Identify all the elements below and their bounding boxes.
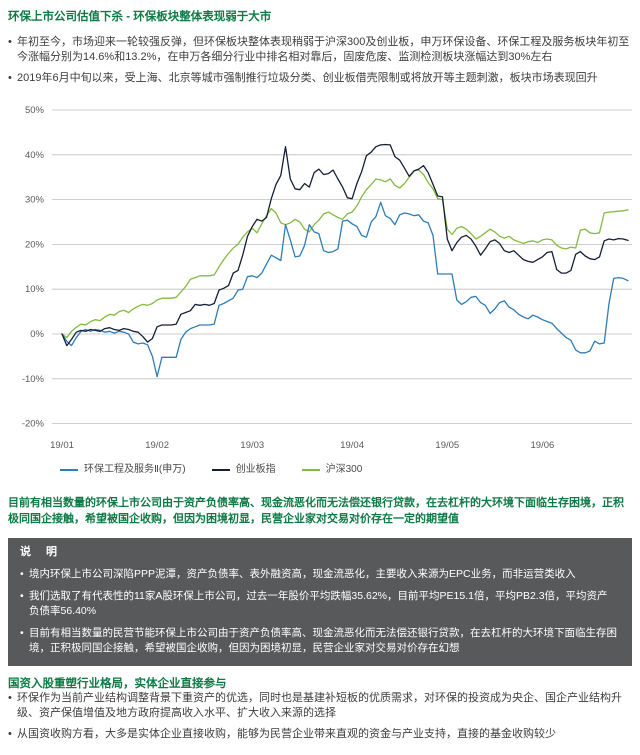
svg-text:40%: 40% xyxy=(25,150,45,161)
section2-bullet-list: • 环保作为当前产业结构调整背景下重资产的优选，同时也是基建补短板的优质需求，对环… xyxy=(8,691,632,742)
svg-text:19/01: 19/01 xyxy=(50,440,74,451)
note-box-bullet-list: • 境内环保上市公司深陷PPP泥潭，资产负债率、表外融资高，现金流恶化，主要收入来… xyxy=(20,567,618,656)
bullet-text: 境内环保上市公司深陷PPP泥潭，资产负债率、表外融资高，现金流恶化，主要收入来源… xyxy=(29,568,576,580)
note-box: 说 明 • 境内环保上市公司深陷PPP泥潭，资产负债率、表外融资高，现金流恶化，主… xyxy=(8,538,632,666)
legend-label: 沪深300 xyxy=(325,464,363,475)
svg-text:30%: 30% xyxy=(25,195,45,206)
svg-text:19/03: 19/03 xyxy=(240,440,264,451)
bullet-text: 从国资收购方看，大多是实体企业直接收购，能够为民营企业带来直观的资金与产业支持，… xyxy=(17,728,556,740)
svg-text:10%: 10% xyxy=(25,284,45,295)
bullet-marker-icon: • xyxy=(8,36,12,48)
legend-item: 创业板指 xyxy=(211,462,276,478)
legend-label: 环保工程及服务Ⅱ(申万) xyxy=(84,464,186,475)
bullet-marker-icon: • xyxy=(8,728,12,740)
bullet-item: • 2019年6月中旬以来，受上海、北京等城市强制推行垃圾分类、创业板借壳限制或将… xyxy=(8,71,632,86)
legend-item: 环保工程及服务Ⅱ(申万) xyxy=(60,462,186,478)
bullet-item: • 环保作为当前产业结构调整背景下重资产的优选，同时也是基建补短板的优质需求，对环… xyxy=(8,691,632,721)
bullet-text: 环保作为当前产业结构调整背景下重资产的优选，同时也是基建补短板的优质需求，对环保… xyxy=(17,692,622,719)
bullet-text: 我们选取了有代表性的11家A股环保上市公司，过去一年股价平均跌幅35.62%，目… xyxy=(29,590,608,617)
highlight-paragraph: 目前有相当数量的环保上市公司由于资产负债率高、现金流恶化而无法偿还银行贷款，在去… xyxy=(8,497,624,525)
bullet-item: • 年初至今，市场迎来一轮较强反弹，但环保板块整体表现稍弱于沪深300及创业板，申… xyxy=(8,35,632,65)
performance-line-chart: 50% 40% 30% 20% 10% 0% -10% -20% 19/01 19/02 19/03… xyxy=(22,105,632,451)
svg-text:-10%: -10% xyxy=(22,374,45,385)
section2-title: 国资入股重塑行业格局，实体企业直接参与 xyxy=(8,678,227,690)
chart-legend: 环保工程及服务Ⅱ(申万) 创业板指 沪深300 xyxy=(60,462,632,478)
section1-bullet-list: • 年初至今，市场迎来一轮较强反弹，但环保板块整体表现稍弱于沪深300及创业板，申… xyxy=(8,35,632,86)
svg-text:19/02: 19/02 xyxy=(145,440,169,451)
note-box-title: 说 明 xyxy=(20,546,64,558)
bullet-text: 年初至今，市场迎来一轮较强反弹，但环保板块整体表现稍弱于沪深300及创业板，申万… xyxy=(17,36,630,63)
section1-title: 环保上市公司估值下杀 - 环保板块整体表现弱于大市 xyxy=(8,11,272,23)
bullet-text: 目前有相当数量的民营节能环保上市公司由于资产负债率高、现金流恶化而无法偿还银行贷… xyxy=(29,627,617,654)
bullet-marker-icon: • xyxy=(8,72,12,84)
svg-text:19/05: 19/05 xyxy=(435,440,459,451)
bullet-text: 2019年6月中旬以来，受上海、北京等城市强制推行垃圾分类、创业板借壳限制或将放… xyxy=(17,72,598,84)
svg-text:-20%: -20% xyxy=(22,419,45,430)
svg-text:50%: 50% xyxy=(25,105,45,116)
legend-item: 沪深300 xyxy=(301,462,363,478)
legend-line-swatch xyxy=(60,469,78,471)
bullet-marker-icon: • xyxy=(20,627,24,639)
bullet-item: • 目前有相当数量的民营节能环保上市公司由于资产负债率高、现金流恶化而无法偿还银行… xyxy=(20,626,618,656)
bullet-item: • 从国资收购方看，大多是实体企业直接收购，能够为民营企业带来直观的资金与产业支持… xyxy=(8,727,632,742)
legend-line-swatch xyxy=(301,469,320,471)
bullet-marker-icon: • xyxy=(8,692,12,704)
legend-line-swatch xyxy=(211,469,230,471)
svg-text:20%: 20% xyxy=(25,239,45,250)
bullet-marker-icon: • xyxy=(20,568,24,580)
bullet-item: • 我们选取了有代表性的11家A股环保上市公司，过去一年股价平均跌幅35.62%，… xyxy=(20,589,618,619)
svg-text:19/06: 19/06 xyxy=(531,440,555,451)
bullet-marker-icon: • xyxy=(20,590,24,602)
legend-label: 创业板指 xyxy=(235,464,276,475)
svg-text:19/04: 19/04 xyxy=(340,440,364,451)
bullet-item: • 境内环保上市公司深陷PPP泥潭，资产负债率、表外融资高，现金流恶化，主要收入来… xyxy=(20,567,618,582)
svg-text:0%: 0% xyxy=(30,329,44,340)
